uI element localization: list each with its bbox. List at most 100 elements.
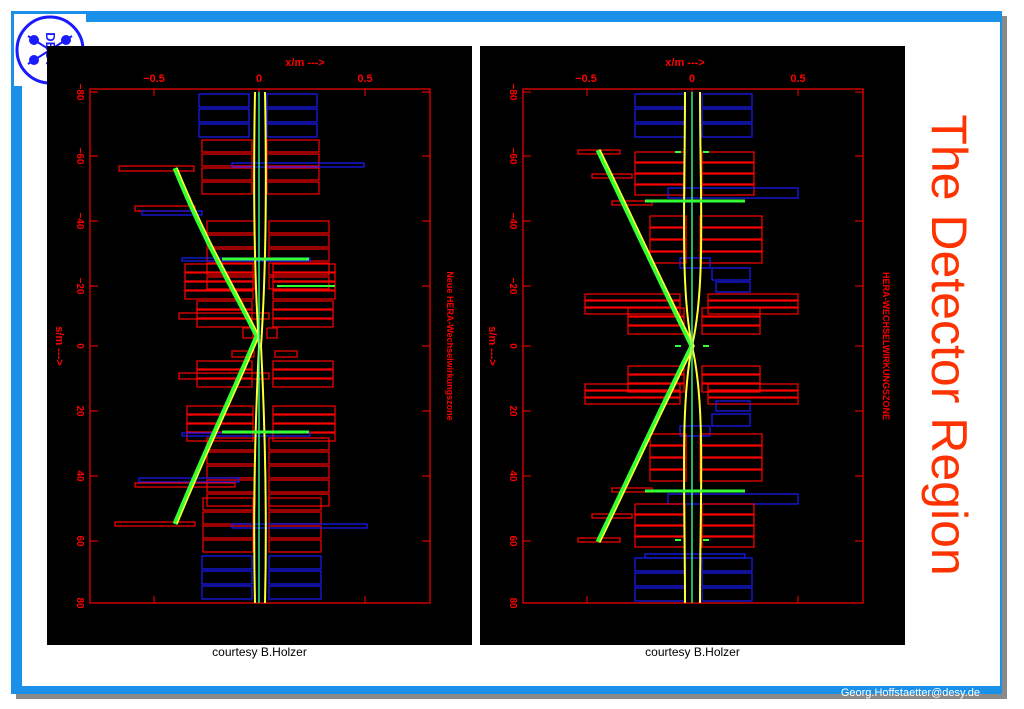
x-tick-label: 0.5 [357,73,372,85]
magnet-outline [268,465,330,479]
magnet-outline [634,108,686,123]
magnet-outline [196,300,253,310]
beam-trajectory [682,91,694,604]
magnet-outline [268,497,322,511]
magnet-outline [206,451,256,465]
magnet-outline [266,153,320,167]
magnet-outline [715,400,751,412]
magnet-outline [201,570,253,585]
s-axis-label: s/m ---> [53,326,65,365]
s-tick-label: 80 [507,597,518,609]
magnet-outline [634,162,686,174]
magnet-outline [701,374,761,384]
magnet-outline [178,372,270,380]
magnet-outline [268,262,330,276]
s-tick-label: 20 [74,405,85,417]
magnet-outline [268,511,322,525]
magnet-outline [584,383,681,391]
magnet-outline [584,307,681,315]
magnet-outline [701,316,761,326]
magnet-outline [701,184,755,196]
magnet-outline [701,325,761,335]
magnet-outline [634,587,686,602]
x-axis-label: x/m ---> [285,57,324,69]
x-tick-label: 0 [256,73,262,85]
s-tick-label: 40 [74,470,85,482]
magnet-outline [707,300,799,308]
courtesy-note: courtesy B.Holzer [645,645,740,659]
magnet-outline [584,397,681,405]
footer-email: Georg.Hoffstaetter@desy.de [840,687,980,699]
magnet-outline [196,309,253,319]
magnet-outline [711,413,751,427]
magnet-outline [206,234,256,248]
magnet-outline [627,307,685,317]
x-axis-label: x/m ---> [665,57,704,69]
magnet-outline [201,181,253,195]
magnet-outline [206,437,256,451]
magnet-outline [196,360,253,370]
magnet-outline [272,369,334,379]
x-tick-label: −0.5 [575,73,597,85]
magnet-outline [268,525,322,539]
magnet-outline [649,457,687,470]
magnet-outline [266,181,320,195]
magnet-outline [627,325,685,335]
s-tick-label: −80 [74,84,85,101]
magnet-outline [634,536,686,548]
magnet-outline [272,378,334,388]
slide-title: The Detector Region [918,90,990,600]
magnet-outline [268,479,330,493]
magnet-outline [268,570,322,585]
magnet-outline [701,162,755,174]
magnet-outline [699,445,763,458]
magnet-outline [707,390,799,398]
magnet-outline [184,281,254,291]
x-tick-label: 0.5 [790,73,805,85]
magnet-outline [627,316,685,326]
s-tick-label: −60 [74,148,85,165]
magnet-outline [268,585,322,600]
magnet-outline [584,293,681,301]
magnet-outline [649,239,687,252]
s-tick-label: −20 [74,278,85,295]
magnet-outline [701,108,753,123]
magnet-outline [266,327,278,339]
slide-title-text: The Detector Region [921,114,977,575]
magnet-outline [699,215,763,228]
s-tick-label: −80 [507,84,518,101]
magnet-outline [699,433,763,446]
magnet-outline [184,272,254,282]
magnet-outline [701,173,755,185]
magnet-outline [272,432,336,442]
magnet-outline [707,383,799,391]
s-tick-labels: −80 −60 −40 −20 0 20 40 60 80 [507,84,518,609]
s-tick-label: −60 [507,148,518,165]
magnet-outline [627,374,685,384]
magnet-outline [634,503,686,515]
magnet-outline [679,257,711,269]
magnet-outline [701,557,753,572]
magnet-outline [196,318,253,328]
s-tick-label: −40 [74,213,85,230]
magnet-outline [196,369,253,379]
magnet-outline [268,220,330,234]
x-tick-label: −0.5 [143,73,165,85]
magnet-outline [634,525,686,537]
magnet-outline [701,536,755,548]
panel-side-label: Neue HERA-Wechselwirkungszone [445,271,455,420]
magnet-outline [202,511,254,525]
magnet-outline [701,365,761,375]
s-tick-label: −20 [507,278,518,295]
magnet-outline [634,93,686,108]
s-tick-label: 80 [74,597,85,609]
magnet-outline [266,139,320,153]
s-tick-label: 60 [74,535,85,547]
magnet-outline [701,514,755,526]
magnet-outline [634,184,686,196]
s-tick-label: 20 [507,405,518,417]
magnet-outline [202,539,254,553]
magnet-outline [198,108,250,123]
magnet-outline [272,272,336,282]
magnet-outline [272,290,336,300]
